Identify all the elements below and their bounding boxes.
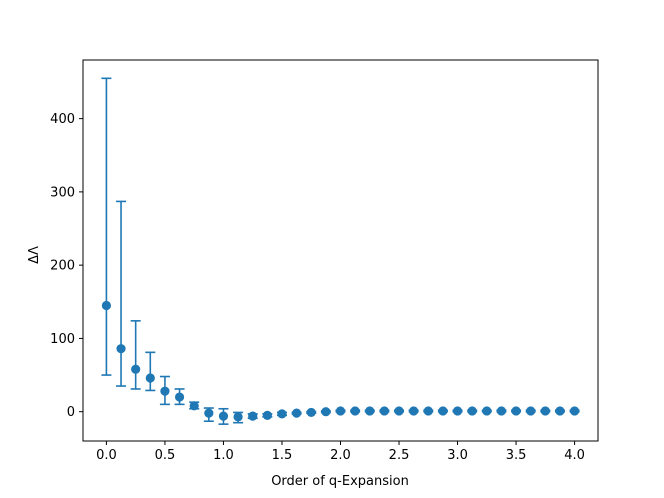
data-point — [467, 406, 477, 416]
x-tick-label: 4.0 — [564, 448, 585, 463]
data-point — [350, 406, 360, 416]
x-tick-label: 3.0 — [447, 448, 468, 463]
data-point — [218, 411, 229, 421]
data-point — [174, 392, 185, 402]
data-point — [335, 406, 346, 416]
data-point — [101, 300, 112, 311]
data-point — [511, 406, 521, 416]
data-point — [423, 406, 433, 416]
y-axis-ticks: 0 100 200 300 400 — [50, 112, 83, 420]
data-point — [365, 406, 375, 416]
data-point — [160, 386, 170, 396]
data-point — [379, 406, 389, 416]
data-point — [233, 412, 243, 422]
data-point — [116, 344, 126, 354]
data-points — [101, 300, 580, 422]
data-point — [496, 406, 507, 416]
data-point — [394, 406, 404, 416]
error-bar — [145, 351, 156, 392]
y-tick-label: 0 — [67, 405, 75, 420]
y-tick-label: 100 — [50, 332, 75, 347]
data-point — [569, 406, 580, 416]
data-point — [409, 406, 419, 416]
data-point — [292, 408, 302, 418]
y-tick-label: 300 — [50, 185, 75, 200]
x-tick-label: 1.0 — [213, 448, 234, 463]
data-point — [306, 407, 316, 418]
x-tick-label: 2.5 — [389, 448, 410, 463]
error-bar — [101, 77, 112, 376]
error-bar — [116, 200, 127, 387]
data-point — [145, 373, 155, 383]
data-point — [555, 406, 565, 416]
data-point — [248, 411, 258, 421]
x-axis-ticks: 0.0 0.5 1.0 1.5 2.0 2.5 3.0 3.5 4.0 — [96, 441, 585, 463]
plot-area — [83, 60, 598, 441]
data-point — [131, 364, 141, 374]
error-bar — [130, 320, 141, 390]
data-point — [204, 408, 214, 418]
data-point — [482, 406, 492, 416]
y-axis-label: ΔΛ — [27, 246, 42, 264]
x-tick-label: 0.5 — [155, 448, 176, 463]
data-point — [438, 406, 448, 416]
y-tick-label: 200 — [50, 259, 75, 274]
x-tick-label: 3.5 — [506, 448, 527, 463]
data-point — [321, 407, 331, 417]
data-point — [189, 401, 199, 411]
data-point — [452, 406, 463, 416]
data-point — [262, 410, 272, 420]
data-point — [277, 409, 287, 419]
y-tick-label: 400 — [50, 112, 75, 127]
x-tick-label: 2.0 — [330, 448, 351, 463]
x-axis-label: Order of q-Expansion — [271, 474, 409, 489]
x-tick-label: 1.5 — [272, 448, 293, 463]
x-tick-label: 0.0 — [96, 448, 117, 463]
data-point — [540, 406, 550, 416]
data-point — [526, 406, 536, 416]
